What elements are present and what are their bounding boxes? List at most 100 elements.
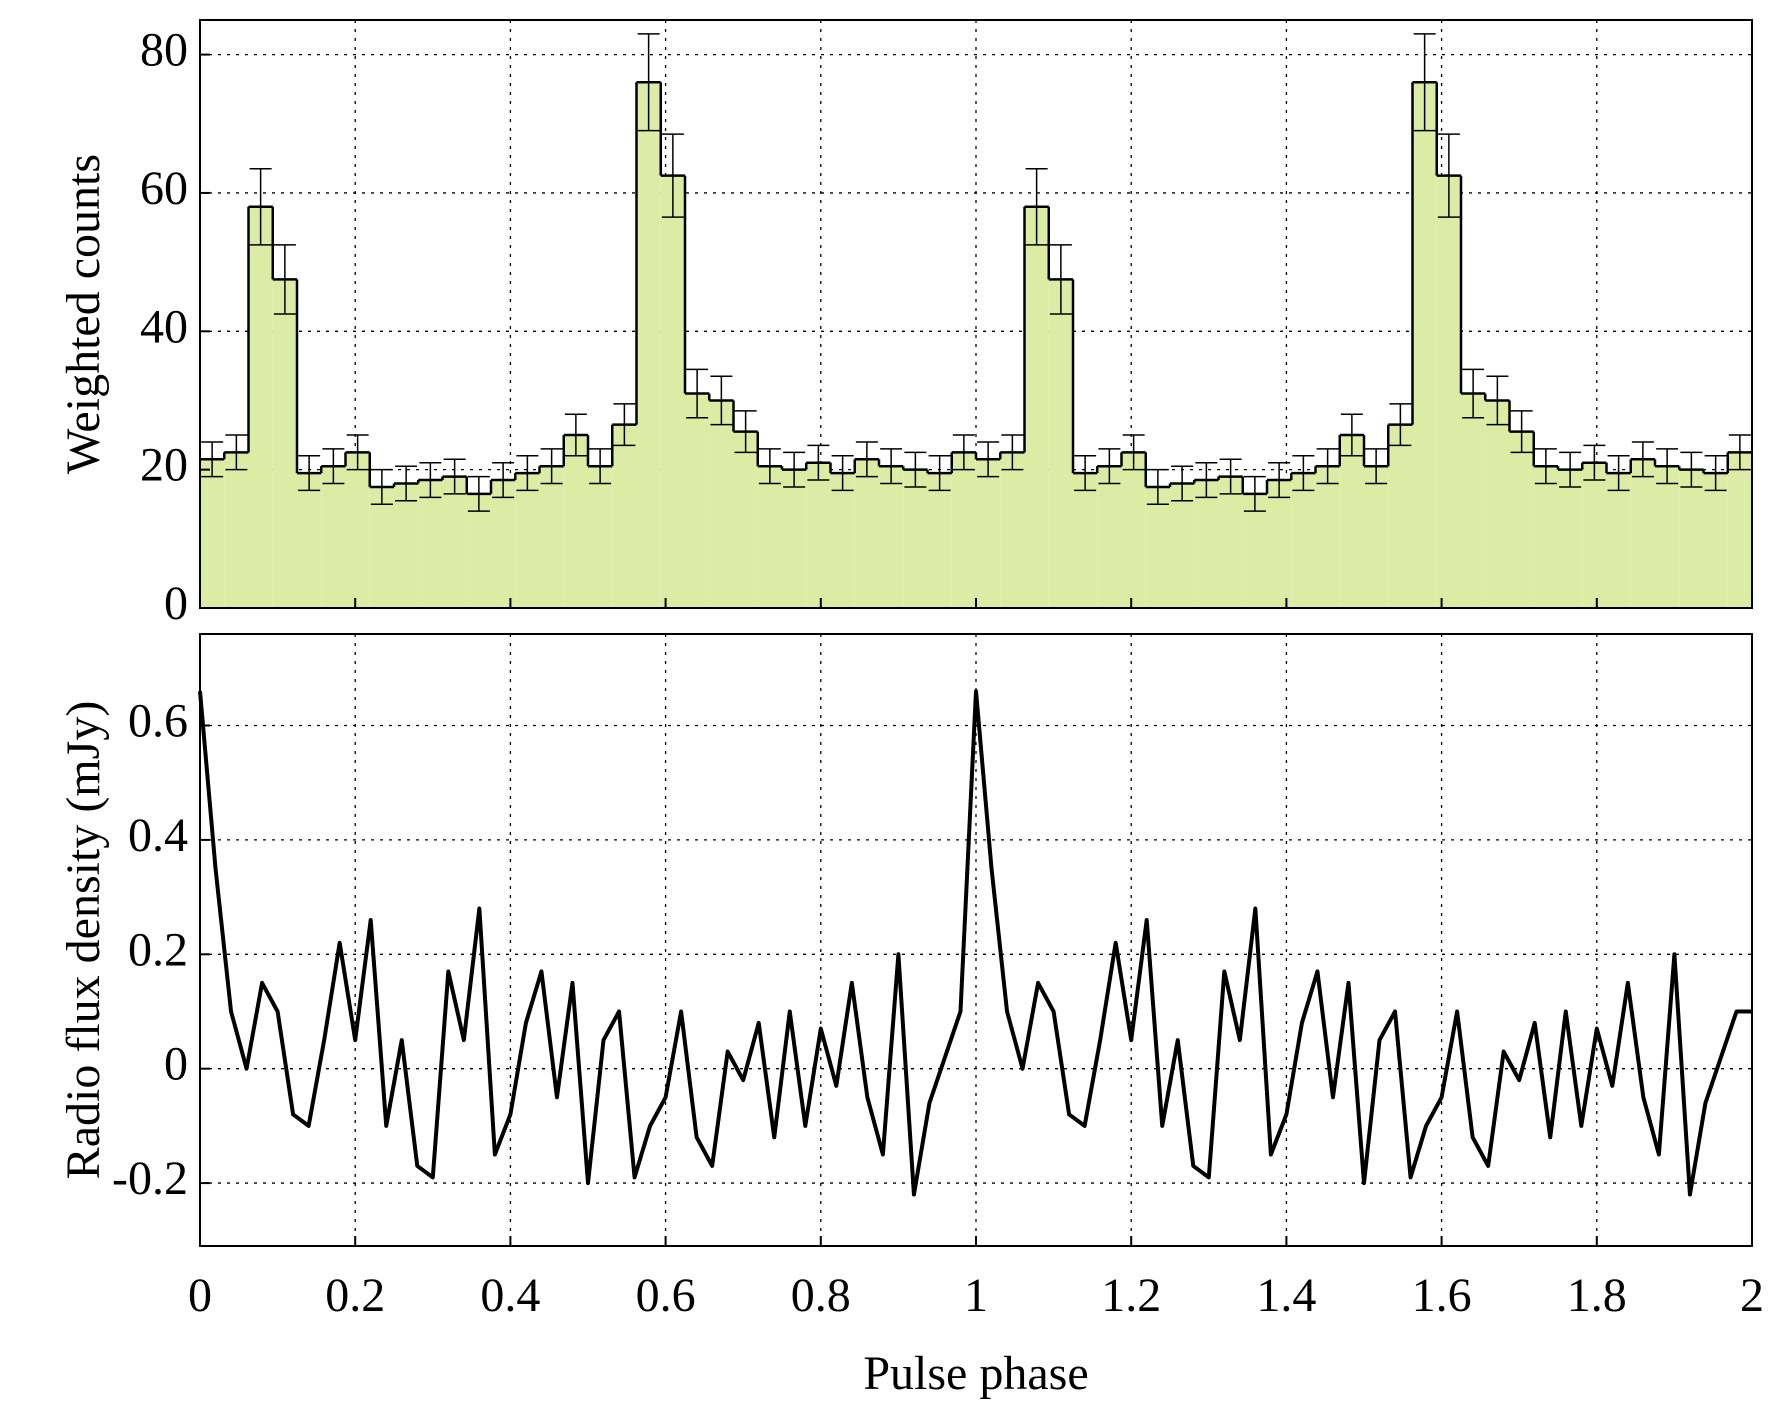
error-bar (783, 451, 806, 488)
error-bar (1680, 451, 1703, 488)
error-bar (298, 455, 321, 492)
error-bar (1243, 475, 1266, 512)
bar (248, 206, 273, 608)
error-bar (1583, 444, 1606, 481)
bar (297, 473, 322, 608)
error-bar (419, 461, 442, 499)
y-tick-label: 0.4 (128, 809, 188, 862)
bar (1048, 279, 1073, 608)
x-axis-label: Pulse phase (863, 1347, 1088, 1400)
error-bar (952, 434, 975, 471)
bar (1679, 469, 1704, 608)
bar (1364, 466, 1389, 608)
bar (1582, 462, 1607, 608)
bar (224, 452, 249, 608)
bar (1558, 469, 1583, 608)
error-bar (589, 448, 612, 485)
bar (1218, 476, 1243, 608)
error-bar (1462, 368, 1485, 419)
y-tick-label: 0 (164, 577, 188, 630)
error-bar (758, 448, 781, 485)
error-bar (1389, 403, 1412, 447)
bar (757, 466, 782, 608)
y-tick-label: 0 (164, 1038, 188, 1091)
bar (1097, 466, 1122, 608)
bar (782, 469, 807, 608)
bar (1703, 473, 1728, 608)
error-bar (1049, 244, 1072, 315)
bar (1339, 435, 1364, 608)
bar (1606, 473, 1631, 608)
error-bar (661, 133, 684, 218)
x-tick-label: 0.8 (791, 1269, 851, 1322)
error-bar (1340, 413, 1363, 457)
bar (345, 452, 370, 608)
bar (976, 459, 1001, 608)
x-tick-label: 0 (188, 1269, 212, 1322)
bar (369, 486, 394, 608)
bar (1145, 486, 1170, 608)
error-bar (201, 441, 224, 478)
bar (1412, 82, 1437, 608)
y-tick-label: 60 (140, 162, 188, 215)
error-bar (1098, 448, 1121, 485)
line-series (198, 689, 1752, 1197)
bar (903, 469, 928, 608)
bar (927, 473, 952, 608)
error-bar (516, 455, 539, 492)
error-bar (928, 455, 951, 492)
error-bar (1486, 375, 1509, 426)
bar (1388, 424, 1413, 608)
error-bar (540, 448, 563, 485)
y-tick-label: 20 (140, 439, 188, 492)
error-bar (1292, 455, 1315, 492)
bar (733, 431, 758, 608)
bar (612, 424, 637, 608)
error-bar (880, 448, 903, 485)
error-bar (734, 410, 757, 454)
error-bar (1316, 448, 1339, 485)
error-bar (904, 451, 927, 488)
y-tick-label: 0.6 (128, 695, 188, 748)
bar (1436, 175, 1461, 608)
bar (685, 393, 710, 608)
error-bar (1413, 33, 1436, 132)
error-bar (637, 33, 660, 132)
bar (394, 483, 419, 608)
error-bar (346, 434, 369, 471)
error-bar (322, 448, 345, 485)
y-tick-label: 0.2 (128, 923, 188, 976)
error-bar (1728, 434, 1751, 471)
x-tick-label: 1.6 (1412, 1269, 1472, 1322)
error-bar (225, 434, 248, 471)
error-bar (1195, 461, 1218, 499)
bar (200, 459, 225, 608)
bar (1533, 466, 1558, 608)
error-bar (613, 403, 636, 447)
bar (660, 175, 685, 608)
error-bar (1122, 434, 1145, 471)
bar (1630, 459, 1655, 608)
error-bar (1268, 461, 1291, 499)
bar (709, 400, 734, 608)
y-tick-label: 80 (140, 24, 188, 77)
bar (418, 480, 443, 608)
x-tick-label: 1.8 (1567, 1269, 1627, 1322)
bar (1000, 452, 1025, 608)
x-tick-label: 0.6 (636, 1269, 696, 1322)
bar (491, 480, 516, 608)
error-bar (831, 455, 854, 492)
error-bar (1365, 448, 1388, 485)
bar (442, 476, 467, 608)
error-bar (1704, 455, 1727, 492)
error-bar (977, 441, 1000, 478)
bar (636, 82, 661, 608)
x-tick-label: 1.4 (1256, 1269, 1316, 1322)
bar (1170, 483, 1195, 608)
bar (1073, 473, 1098, 608)
bar (1121, 452, 1146, 608)
bar (515, 473, 540, 608)
error-bar (1631, 441, 1654, 478)
